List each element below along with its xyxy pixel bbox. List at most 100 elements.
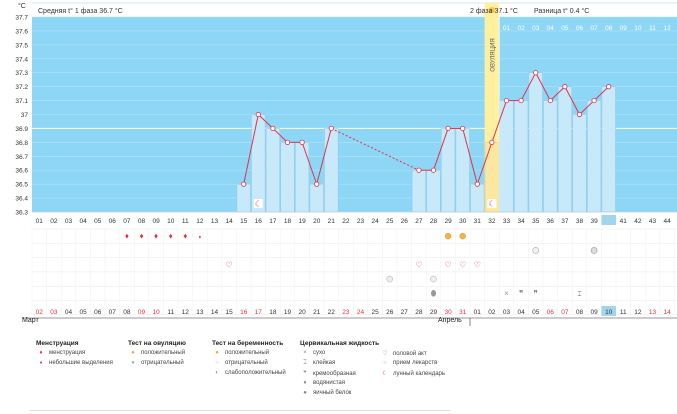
cycle-day-label: 22: [342, 218, 350, 225]
date-label: 05: [532, 309, 540, 316]
gray-sun-icon: ●: [131, 360, 135, 366]
cycle-day-label: 05: [94, 218, 102, 225]
cycle-day-label: 44: [663, 218, 671, 225]
y-tick-label: 36.7: [15, 154, 28, 161]
temperature-bar: [295, 142, 310, 213]
temperature-line: [272, 128, 288, 143]
date-label: 23: [342, 309, 350, 316]
cross-icon: ×: [303, 350, 307, 356]
y-tick-label: 37.5: [15, 42, 28, 49]
legend-item-pregnancy-negative: ○ отрицательный: [212, 360, 268, 366]
egg-icon: ●: [303, 390, 307, 396]
heart-icon: ♡: [415, 260, 422, 269]
legend-item-watery: ♦ водянистая: [300, 380, 345, 386]
date-label: 10: [152, 309, 160, 316]
sun-icon: [488, 7, 495, 13]
cycle-day-label: 02: [50, 218, 58, 225]
date-label: 27: [401, 309, 409, 316]
date-label: 06: [547, 309, 555, 316]
creamy-icon: ❞: [303, 371, 307, 377]
drop-icon: ♦: [169, 232, 173, 241]
y-tick-label: 37.6: [15, 28, 28, 35]
y-tick-label: 37.4: [15, 56, 28, 63]
legend-item-menstruation: ♦ менструация: [36, 350, 85, 356]
date-label: 20: [298, 309, 306, 316]
temperature-line-gap: [331, 127, 420, 171]
temperature-point: [314, 181, 320, 187]
drop-icon: ♦: [39, 350, 43, 356]
y-tick-label: 36.9: [15, 126, 28, 133]
y-tick-label: 36.8: [15, 140, 28, 147]
temperature-bar: [455, 128, 470, 213]
date-label: 04: [65, 309, 73, 316]
y-tick-label: 37.7: [15, 15, 28, 22]
legend-menstruation-title: Менструация: [36, 340, 79, 347]
today-day-highlight: [601, 215, 616, 225]
temperature-line: [433, 128, 449, 171]
cycle-day-label: 29: [444, 218, 452, 225]
date-label: 09: [138, 309, 146, 316]
date-label: 14: [211, 309, 219, 316]
lunar-cell: [253, 199, 263, 208]
temperature-bar: [470, 183, 485, 213]
legend-item-sticky: ⌶ клейкая: [300, 360, 335, 367]
cycle-day-label: 28: [430, 218, 438, 225]
half-circle-icon: [590, 247, 598, 254]
month-label-april: Апрель: [438, 317, 462, 324]
temperature-point: [606, 84, 612, 90]
date-label: 31: [459, 309, 467, 316]
legend-item-ovulation-positive: ● положительный: [128, 350, 185, 356]
small-drop-icon: ♦: [199, 235, 202, 241]
y-tick-label: 37.2: [15, 84, 28, 91]
cycle-day-label: 30: [459, 218, 467, 225]
temperature-point: [328, 125, 334, 132]
date-label: 09: [590, 309, 598, 316]
cycle-day-label: 11: [182, 218, 189, 225]
temperature-point: [445, 125, 451, 132]
cycle-day-label: 19: [298, 218, 306, 225]
temperature-point: [416, 167, 422, 173]
cycle-day-label: 43: [649, 218, 657, 225]
y-tick-label: 37.1: [15, 98, 28, 105]
temperature-line: [301, 142, 318, 185]
temperature-point: [299, 139, 305, 145]
temperature-bar: [557, 86, 572, 213]
legend-cervical-title: Цервикальная жидкость: [300, 340, 380, 347]
y-tick-label: 36.4: [15, 196, 28, 203]
ovulation-label: ОВУЛЯЦИЯ: [490, 38, 496, 71]
temperature-point: [576, 111, 583, 118]
temperature-point: [489, 139, 495, 145]
legend-item-pregnancy-weak: ◐ слабоположительный: [212, 370, 286, 376]
temperature-point: [460, 125, 466, 132]
date-label: 11: [167, 309, 174, 316]
heart-icon: ♡: [445, 260, 452, 269]
temperature-bar: [528, 72, 543, 213]
sun-icon: [459, 232, 466, 240]
date-label: 07: [561, 309, 569, 316]
temperature-line: [535, 72, 551, 101]
heart-icon: ♡: [226, 260, 233, 269]
temperature-bar: [587, 100, 602, 213]
cycle-day-label: 01: [36, 218, 44, 225]
date-label: 26: [386, 309, 394, 316]
cycle-day-label: 38: [576, 218, 584, 225]
watery-drop-icon: ♦: [303, 380, 307, 386]
cycle-day-label: 42: [634, 218, 642, 225]
cycle-day-label: 20: [313, 218, 321, 225]
cycle-day-label: 21: [328, 218, 336, 225]
temperature-point: [270, 125, 276, 132]
today-highlight: [601, 306, 616, 316]
legend-item-pregnancy-positive: ● положительный: [212, 350, 269, 356]
top-day-label: 06: [576, 25, 584, 32]
date-label: 13: [649, 309, 657, 316]
half-circle-icon: ◐: [215, 370, 219, 376]
temperature-line: [491, 100, 507, 143]
cycle-day-label: 15: [240, 218, 248, 225]
date-label: 11: [620, 309, 627, 316]
top-day-label: 01: [503, 25, 511, 32]
top-day-label: 08: [605, 25, 613, 32]
temperature-bar: [411, 169, 426, 213]
drop-icon: ♦: [125, 232, 129, 241]
legend-item-ovulation-negative: ● отрицательный: [128, 360, 184, 366]
gray-circle-icon: ○: [215, 360, 219, 366]
